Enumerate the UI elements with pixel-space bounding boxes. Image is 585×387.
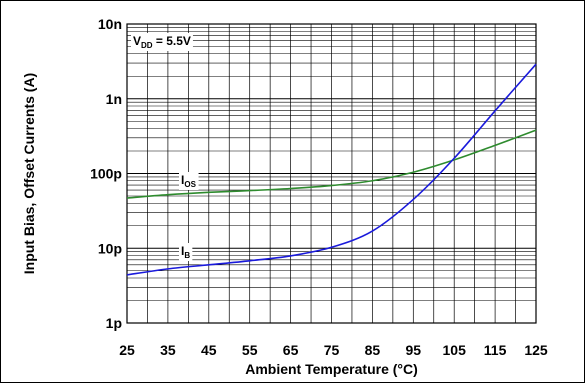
ios-label-main: I bbox=[181, 173, 184, 187]
x-tick-label: 25 bbox=[119, 342, 135, 358]
y-tick-label: 10p bbox=[98, 240, 122, 256]
y-tick-label: 1n bbox=[106, 91, 122, 107]
tick-labels: 25 35 45 55 65 75 85 95 105 115 125 1p 10p 100p 1n 10n bbox=[90, 16, 548, 358]
x-tick-label: 65 bbox=[283, 342, 299, 358]
series-layer bbox=[126, 63, 537, 276]
x-tick-label: 105 bbox=[443, 342, 467, 358]
ios-label-sub: OS bbox=[184, 180, 196, 189]
condition-label-sub: DD bbox=[141, 41, 153, 50]
ios-series-line bbox=[126, 129, 537, 199]
y-tick-label: 100p bbox=[90, 166, 122, 182]
ib-label-main: I bbox=[181, 244, 184, 258]
x-tick-label: 95 bbox=[406, 342, 422, 358]
x-tick-label: 55 bbox=[242, 342, 258, 358]
ios-series-label: IOS bbox=[181, 173, 197, 189]
x-tick-label: 75 bbox=[324, 342, 340, 358]
x-tick-label: 115 bbox=[484, 342, 507, 358]
condition-label-main: V bbox=[133, 34, 141, 48]
x-tick-label: 125 bbox=[524, 342, 548, 358]
y-axis-title: Input Bias, Offset Currents (A) bbox=[21, 73, 37, 274]
grid-lines bbox=[127, 24, 536, 323]
y-tick-label: 10n bbox=[98, 16, 122, 32]
ib-series-label: IB bbox=[181, 244, 190, 260]
x-tick-label: 35 bbox=[160, 342, 176, 358]
y-tick-label: 1p bbox=[106, 315, 122, 331]
x-tick-label: 85 bbox=[365, 342, 381, 358]
ib-series-line bbox=[126, 63, 537, 276]
x-tick-label: 45 bbox=[201, 342, 217, 358]
x-axis-title: Ambient Temperature (°C) bbox=[245, 361, 418, 377]
ib-label-sub: B bbox=[184, 251, 190, 260]
condition-label-rest: = 5.5V bbox=[153, 34, 191, 48]
ios-label-background bbox=[179, 172, 199, 190]
plot-area bbox=[126, 23, 537, 324]
condition-label: VDD = 5.5V bbox=[133, 34, 191, 50]
condition-label-background bbox=[131, 33, 193, 51]
ib-label-background bbox=[179, 243, 193, 261]
